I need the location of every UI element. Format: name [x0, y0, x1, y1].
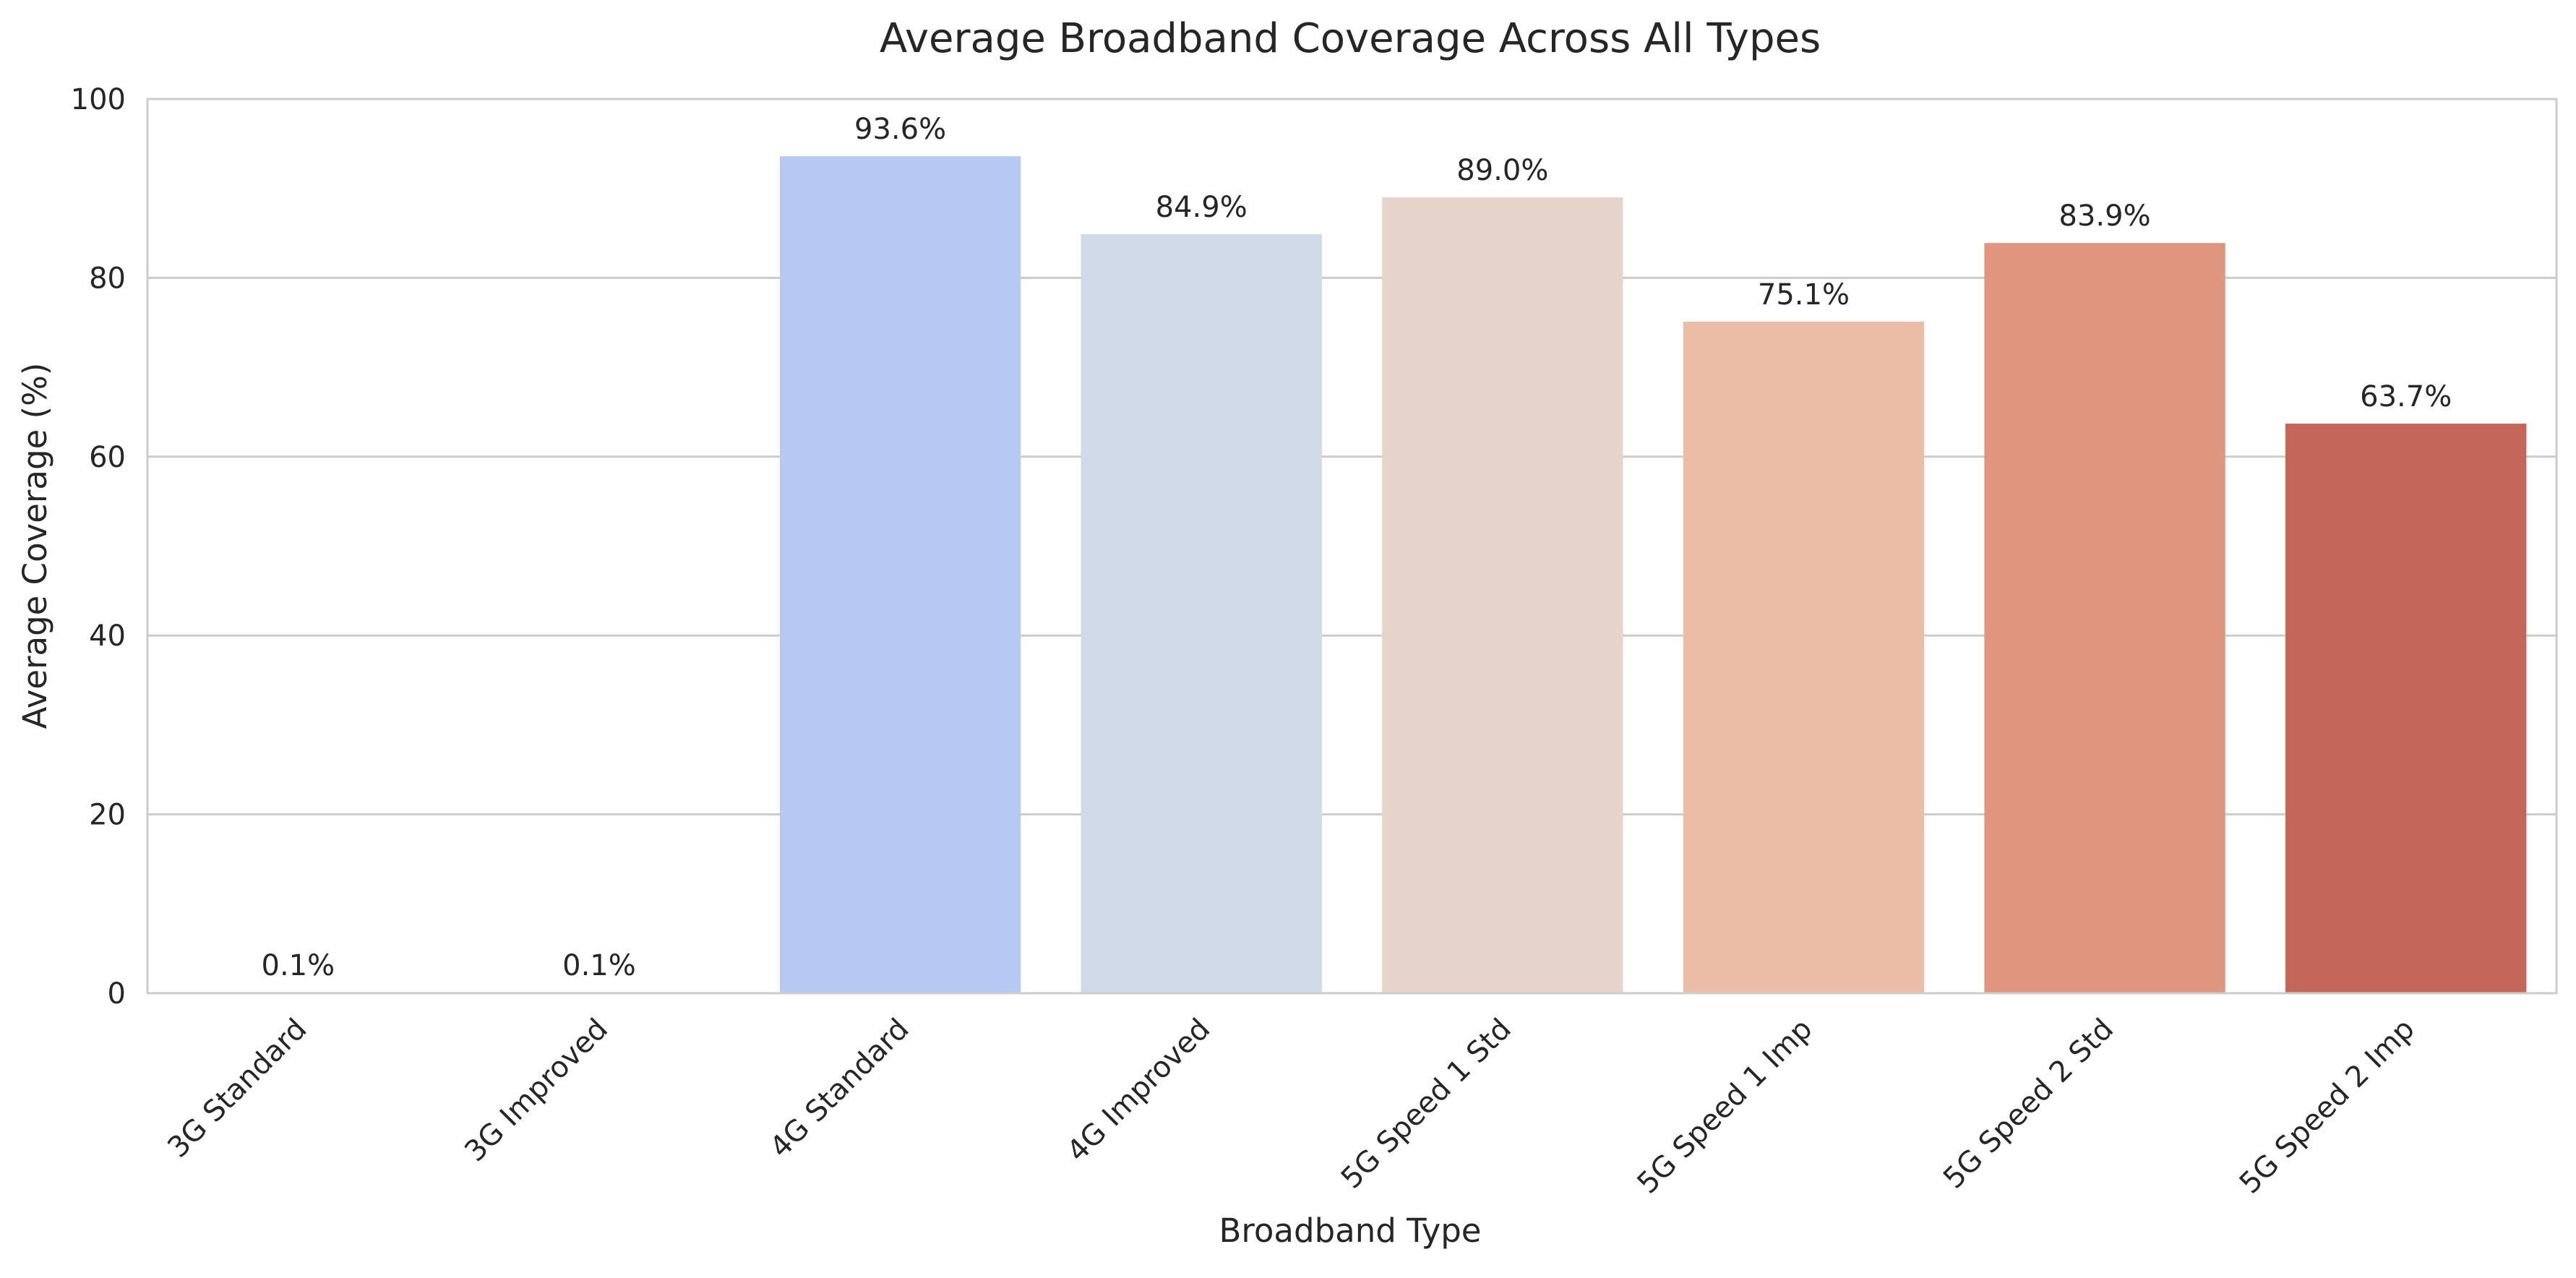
x-axis-ticks: 3G Standard 3G Improved 4G Standard 4G Impr… — [161, 1013, 2421, 1201]
x-tick-label: 5G Speed 1 Imp — [1631, 1013, 1819, 1201]
data-labels: 0.1% 0.1% 93.6% 84.9% 89.0% 75.1% 83.9% 63.7% — [262, 113, 2452, 982]
data-label: 93.6% — [854, 113, 946, 146]
y-tick-label: 0 — [108, 977, 126, 1011]
y-tick-label: 100 — [71, 83, 126, 116]
data-label: 89.0% — [1456, 154, 1548, 187]
data-label: 75.1% — [1758, 278, 1850, 312]
data-label: 0.1% — [562, 949, 636, 982]
x-tick-label: 4G Improved — [1061, 1013, 1217, 1169]
bar — [2285, 424, 2527, 993]
chart-title: Average Broadband Coverage Across All Ty… — [880, 15, 1821, 62]
x-tick-label: 5G Speed 2 Imp — [2233, 1013, 2421, 1201]
y-tick-label: 80 — [89, 262, 126, 295]
bar — [1683, 322, 1925, 993]
x-axis-label: Broadband Type — [1219, 1211, 1482, 1250]
x-tick-label: 5G Speed 2 Std — [1937, 1013, 2120, 1196]
bar — [1984, 243, 2225, 994]
data-label: 0.1% — [262, 949, 335, 982]
x-tick-label: 3G Improved — [458, 1013, 614, 1169]
y-axis-ticks: 0 20 40 60 80 100 — [71, 83, 126, 1011]
bar — [1382, 197, 1623, 993]
x-tick-label: 4G Standard — [764, 1013, 916, 1165]
data-label: 84.9% — [1156, 191, 1248, 224]
y-axis-label: Average Coverage (%) — [16, 363, 54, 729]
data-label: 83.9% — [2059, 200, 2151, 233]
data-label: 63.7% — [2360, 380, 2452, 413]
y-tick-label: 20 — [89, 799, 126, 832]
bar — [1081, 233, 1322, 993]
bar — [779, 156, 1021, 994]
bars — [177, 156, 2527, 994]
plot-frame — [146, 98, 2558, 995]
x-tick-label: 3G Standard — [161, 1013, 313, 1165]
y-tick-label: 40 — [89, 619, 126, 653]
y-tick-label: 60 — [89, 441, 126, 474]
x-tick-label: 5G Speed 1 Std — [1335, 1013, 1518, 1196]
